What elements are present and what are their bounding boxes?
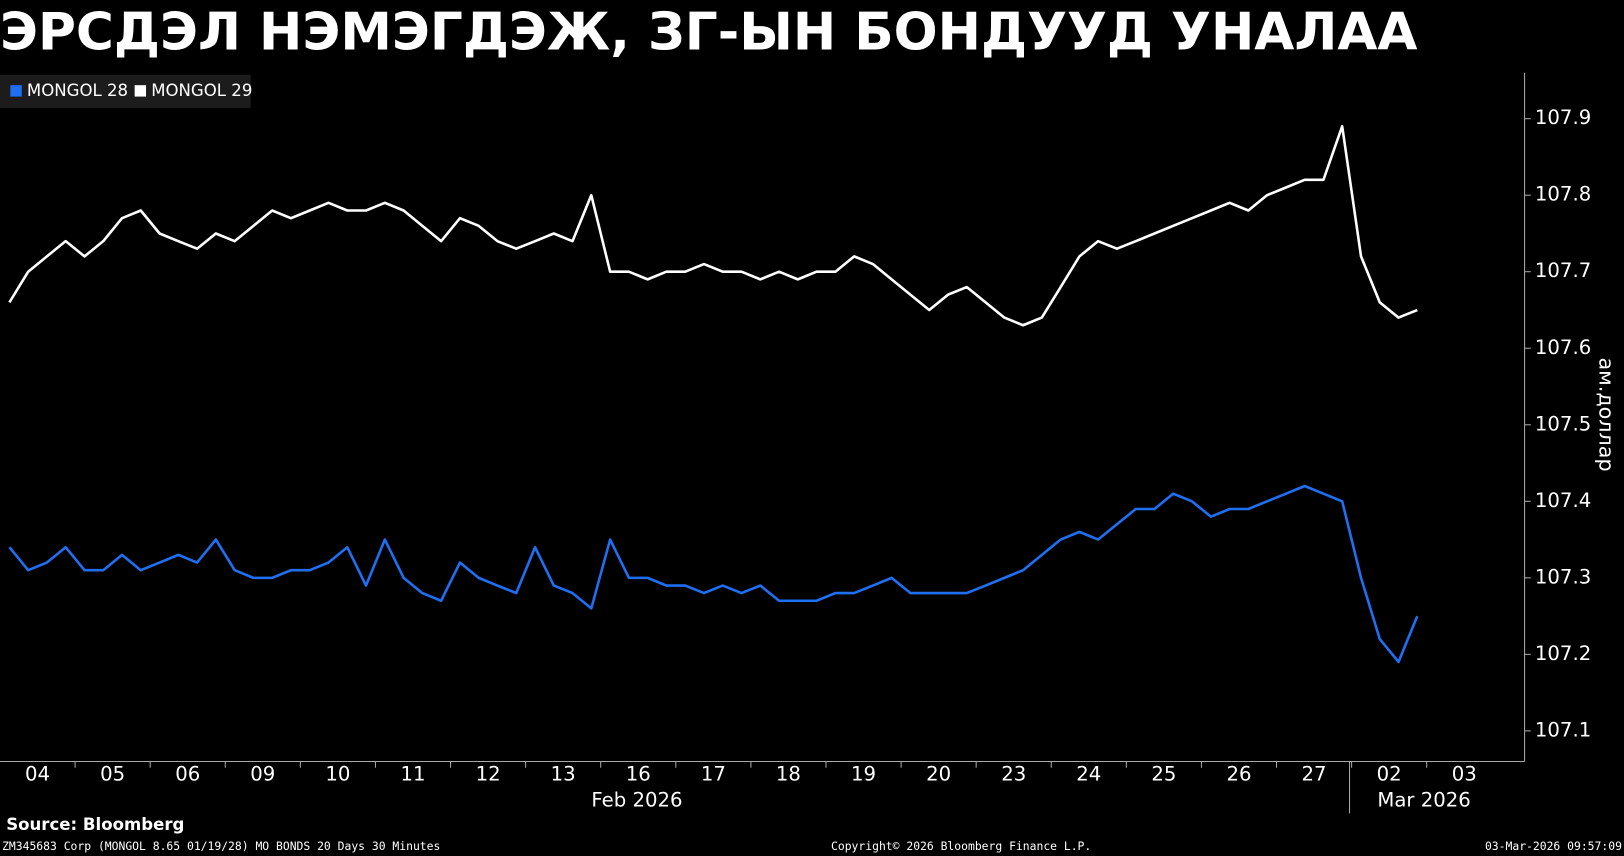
x-tick-label: 05 <box>100 762 125 785</box>
y-tick-label: 107.9 <box>1535 106 1591 129</box>
x-tick-label: 18 <box>776 762 801 785</box>
x-group-label: Feb 2026 <box>591 788 682 811</box>
y-tick-label: 107.3 <box>1535 565 1591 588</box>
x-tick-label: 02 <box>1377 762 1402 785</box>
x-tick-label: 17 <box>701 762 726 785</box>
x-tick-label: 23 <box>1001 762 1026 785</box>
y-tick-label: 107.8 <box>1535 183 1591 206</box>
source: Source: Bloomberg <box>6 815 184 834</box>
series-line <box>8 125 1418 327</box>
y-tick-label: 107.4 <box>1535 489 1591 512</box>
y-axis-title: ам.доллар <box>1594 357 1618 471</box>
y-tick-label: 107.1 <box>1535 718 1591 741</box>
x-tick-label: 10 <box>325 762 350 785</box>
x-tick-label: 25 <box>1151 762 1176 785</box>
series-line <box>8 484 1419 664</box>
legend-label: MONGOL 29 <box>151 81 252 100</box>
x-tick-label: 24 <box>1076 762 1101 785</box>
x-tick-label: 11 <box>400 762 425 785</box>
x-tick-label: 09 <box>250 762 275 785</box>
legend-label: MONGOL 28 <box>27 81 128 100</box>
y-tick-label: 107.5 <box>1535 412 1591 435</box>
x-tick-label: 03 <box>1452 762 1477 785</box>
y-tick-label: 107.7 <box>1535 259 1591 282</box>
x-tick-label: 27 <box>1302 762 1327 785</box>
chart-title: ЭРСДЭЛ НЭМЭГДЭЖ, ЗГ-ЫН БОНДУУД УНАЛАА <box>0 2 1417 62</box>
legend <box>0 74 251 108</box>
x-tick-label: 13 <box>551 762 576 785</box>
x-group-label: Mar 2026 <box>1377 788 1470 811</box>
x-tick-label: 12 <box>476 762 501 785</box>
x-tick-label: 16 <box>626 762 651 785</box>
x-tick-label: 19 <box>851 762 876 785</box>
x-tick-label: 04 <box>25 762 50 785</box>
footer-right: 03-Mar-2026 09:57:09 <box>1485 839 1622 853</box>
y-tick-label: 107.6 <box>1535 336 1591 359</box>
y-tick-label: 107.2 <box>1535 642 1591 665</box>
x-tick-label: 20 <box>926 762 951 785</box>
footer-left: ZM345683 Corp (MONGOL 8.65 01/19/28) MO … <box>2 839 440 853</box>
x-tick-label: 06 <box>175 762 200 785</box>
x-tick-label: 26 <box>1226 762 1251 785</box>
legend-swatch <box>134 85 147 97</box>
legend-swatch <box>10 85 22 97</box>
footer-center: Copyright© 2026 Bloomberg Finance L.P. <box>831 839 1091 853</box>
